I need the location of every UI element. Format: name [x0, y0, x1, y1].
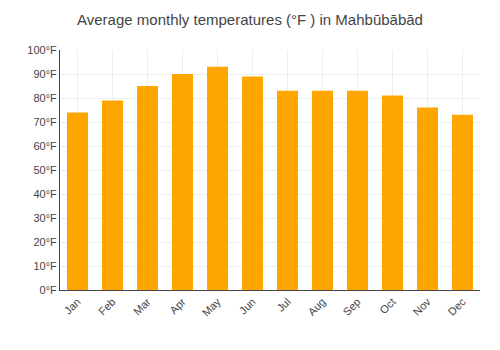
- svg-text:May: May: [200, 295, 224, 319]
- svg-text:Jun: Jun: [237, 296, 258, 317]
- svg-text:60°F: 60°F: [33, 140, 57, 152]
- svg-text:10°F: 10°F: [33, 260, 57, 272]
- svg-text:40°F: 40°F: [33, 188, 57, 200]
- svg-text:Apr: Apr: [167, 295, 188, 316]
- svg-text:Sep: Sep: [340, 296, 362, 318]
- svg-text:Average monthly temperatures (: Average monthly temperatures (°F ) in Ma…: [77, 11, 423, 28]
- svg-text:20°F: 20°F: [33, 236, 57, 248]
- svg-text:80°F: 80°F: [33, 92, 57, 104]
- svg-text:Mar: Mar: [131, 295, 153, 317]
- svg-text:0°F: 0°F: [40, 284, 58, 296]
- svg-text:100°F: 100°F: [27, 44, 57, 56]
- svg-text:Dec: Dec: [445, 295, 468, 318]
- svg-text:Jan: Jan: [62, 296, 83, 317]
- svg-text:Feb: Feb: [96, 296, 118, 318]
- svg-text:30°F: 30°F: [33, 212, 57, 224]
- svg-text:Aug: Aug: [305, 296, 327, 318]
- svg-text:Oct: Oct: [377, 296, 398, 317]
- svg-text:90°F: 90°F: [33, 68, 57, 80]
- svg-text:70°F: 70°F: [33, 116, 57, 128]
- svg-text:Jul: Jul: [274, 296, 292, 314]
- svg-text:Nov: Nov: [410, 295, 433, 318]
- svg-text:50°F: 50°F: [33, 164, 57, 176]
